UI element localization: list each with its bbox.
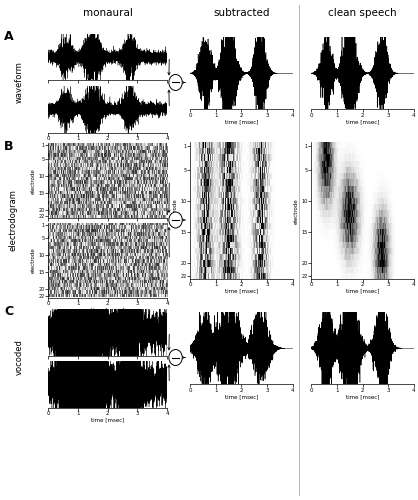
Text: C: C <box>4 305 13 318</box>
Text: A: A <box>4 30 14 43</box>
Y-axis label: electrode: electrode <box>294 198 299 224</box>
Y-axis label: electrode: electrode <box>31 168 36 194</box>
X-axis label: time [msec]: time [msec] <box>346 394 379 399</box>
X-axis label: time [msec]: time [msec] <box>91 142 124 148</box>
Text: clean speech: clean speech <box>328 8 397 18</box>
X-axis label: time [msec]: time [msec] <box>225 289 258 294</box>
Text: monaural: monaural <box>83 8 133 18</box>
Text: B: B <box>4 140 14 153</box>
X-axis label: time [msec]: time [msec] <box>225 394 258 399</box>
Text: vocoded: vocoded <box>14 340 23 376</box>
Text: waveform: waveform <box>14 62 23 104</box>
Text: electrodogram: electrodogram <box>9 189 18 251</box>
Text: subtracted: subtracted <box>213 8 270 18</box>
X-axis label: time [msec]: time [msec] <box>91 308 124 312</box>
Y-axis label: electrode: electrode <box>173 198 178 224</box>
X-axis label: time [msec]: time [msec] <box>91 418 124 422</box>
X-axis label: time [msec]: time [msec] <box>225 119 258 124</box>
X-axis label: time [msec]: time [msec] <box>346 119 379 124</box>
Y-axis label: electrode: electrode <box>31 248 36 273</box>
X-axis label: time [msec]: time [msec] <box>346 289 379 294</box>
